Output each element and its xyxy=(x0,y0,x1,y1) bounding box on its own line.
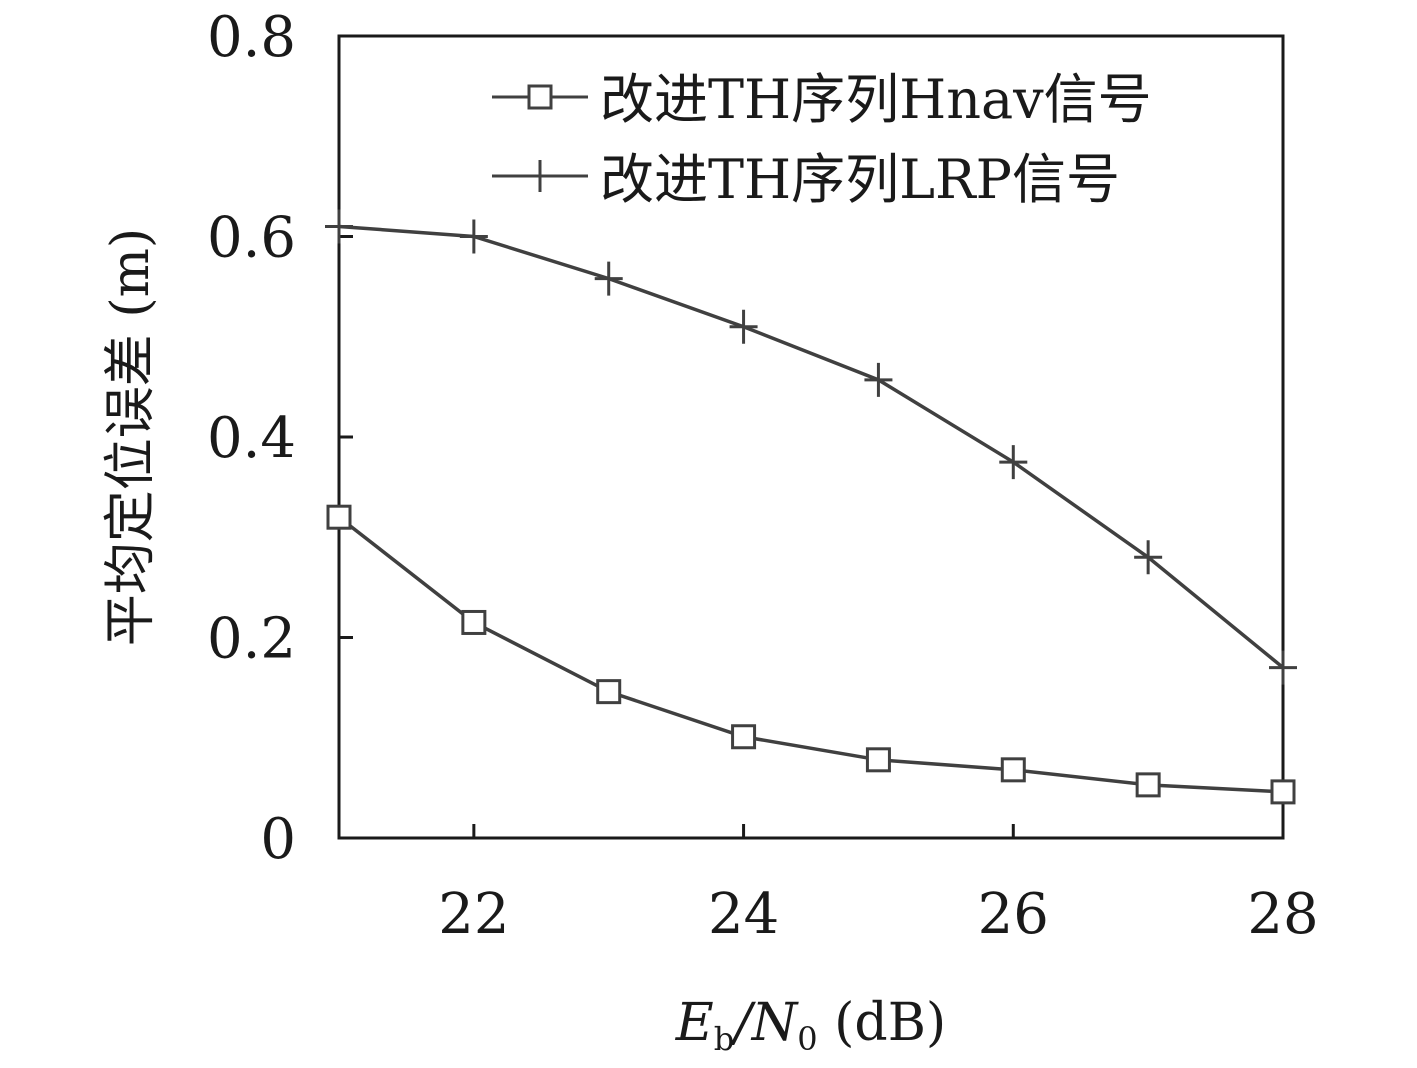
data-point-plus xyxy=(325,209,353,244)
data-point-plus xyxy=(1134,540,1163,575)
legend-marker-square xyxy=(527,84,553,110)
legend-label-lrp: 改进TH序列LRP信号 xyxy=(600,148,1120,211)
data-point-plus xyxy=(729,309,758,344)
x-axis-label-sub2: 0 xyxy=(797,1020,817,1058)
series-line-1 xyxy=(338,224,1285,669)
data-point-square xyxy=(1270,779,1296,805)
x-tick-label: 24 xyxy=(708,882,779,947)
x-axis-label: Eb/N0 (dB) xyxy=(675,993,946,1058)
data-point-square xyxy=(1135,772,1161,798)
y-tick-label: 0 xyxy=(260,807,296,872)
y-tick-label: 0.2 xyxy=(207,607,296,672)
legend-marker-plus xyxy=(526,160,554,192)
data-point-plus xyxy=(1269,650,1297,685)
data-point-square xyxy=(731,724,757,750)
data-point-plus xyxy=(459,219,488,254)
data-point-square xyxy=(326,504,352,530)
y-tick-label: 0.8 xyxy=(207,5,296,70)
y-tick-label: 0.4 xyxy=(207,406,296,471)
data-point-plus xyxy=(999,445,1028,480)
y-axis-label: 平均定位误差 (m) xyxy=(101,228,161,646)
data-point-square xyxy=(1000,757,1026,783)
x-axis-label-sub1: b xyxy=(714,1020,734,1058)
data-point-plus xyxy=(594,261,623,296)
data-point-square xyxy=(596,679,622,705)
data-point-square xyxy=(865,747,891,773)
data-point-square xyxy=(461,609,487,635)
x-axis-label-mid: /N xyxy=(729,993,799,1053)
axis-ticks: 22 24 26 28 0 0.2 0.4 0.6 0.8 xyxy=(207,5,1319,947)
y-tick-label: 0.6 xyxy=(207,206,296,271)
x-axis-label-prefix: E xyxy=(675,993,714,1053)
series-line-0 xyxy=(337,515,1284,794)
legend: 改进TH序列Hnav信号 改进TH序列LRP信号 xyxy=(492,68,1152,211)
x-tick-label: 28 xyxy=(1247,882,1318,947)
series-layer xyxy=(325,209,1297,805)
x-tick-label: 22 xyxy=(438,882,509,947)
x-axis-label-suffix: (dB) xyxy=(818,993,947,1053)
x-tick-label: 26 xyxy=(978,882,1049,947)
data-point-plus xyxy=(864,362,893,397)
legend-label-hnav: 改进TH序列Hnav信号 xyxy=(600,68,1152,131)
